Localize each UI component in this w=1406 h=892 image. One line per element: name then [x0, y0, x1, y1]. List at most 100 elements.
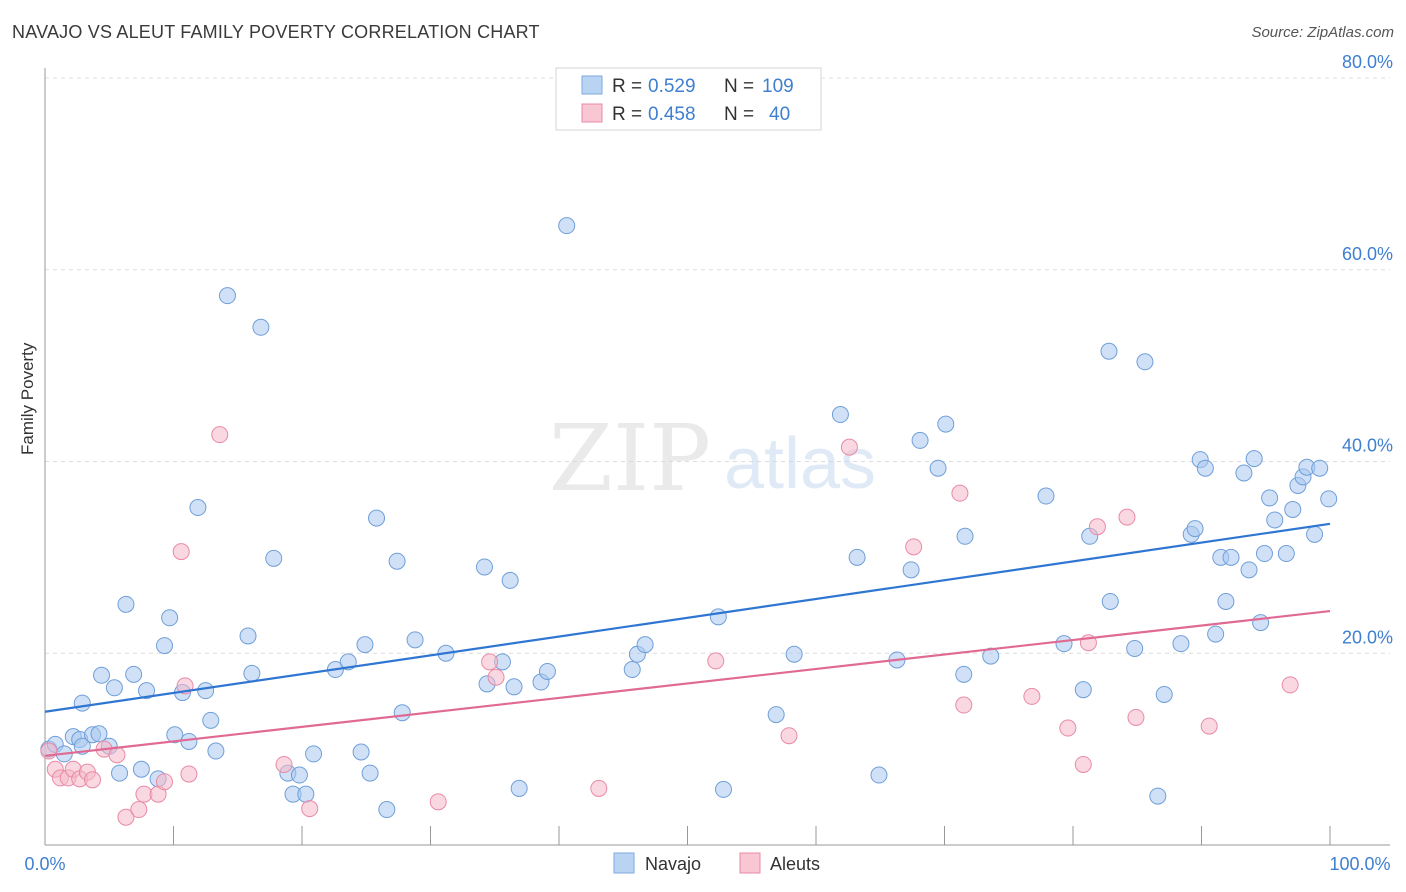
navajo-point[interactable]	[117, 595, 135, 613]
aleut-point[interactable]	[180, 765, 198, 783]
navajo-point[interactable]	[1235, 464, 1253, 482]
navajo-point[interactable]	[105, 679, 123, 697]
navajo-point[interactable]	[636, 636, 654, 654]
navajo-point[interactable]	[505, 678, 523, 696]
navajo-point[interactable]	[1101, 592, 1119, 610]
aleut-point[interactable]	[951, 484, 969, 502]
navajo-point[interactable]	[929, 459, 947, 477]
navajo-point[interactable]	[956, 527, 974, 545]
navajo-point[interactable]	[297, 785, 315, 803]
navajo-point[interactable]	[501, 571, 519, 589]
navajo-point[interactable]	[161, 609, 179, 627]
navajo-point[interactable]	[709, 608, 727, 626]
aleut-point[interactable]	[1023, 687, 1041, 705]
navajo-point[interactable]	[1217, 592, 1235, 610]
navajo-point[interactable]	[361, 764, 379, 782]
navajo-point[interactable]	[1266, 511, 1284, 529]
navajo-point[interactable]	[1277, 545, 1295, 563]
navajo-point[interactable]	[1261, 489, 1279, 507]
aleut-point[interactable]	[707, 652, 725, 670]
navajo-point[interactable]	[125, 665, 143, 683]
navajo-point[interactable]	[189, 499, 207, 517]
navajo-point[interactable]	[831, 406, 849, 424]
navajo-point[interactable]	[73, 694, 91, 712]
navajo-point[interactable]	[785, 645, 803, 663]
navajo-point[interactable]	[1037, 487, 1055, 505]
aleut-point[interactable]	[429, 793, 447, 811]
aleut-point[interactable]	[156, 773, 174, 791]
aleut-point[interactable]	[135, 785, 153, 803]
aleut-point[interactable]	[487, 668, 505, 686]
aleut-point[interactable]	[1281, 676, 1299, 694]
navajo-point[interactable]	[197, 682, 215, 700]
aleut-point[interactable]	[1200, 717, 1218, 735]
navajo-point[interactable]	[937, 415, 955, 433]
navajo-point[interactable]	[290, 766, 308, 784]
navajo-point[interactable]	[218, 287, 236, 305]
navajo-point[interactable]	[955, 665, 973, 683]
navajo-point[interactable]	[1240, 561, 1258, 579]
navajo-point[interactable]	[1207, 625, 1225, 643]
aleut-point[interactable]	[780, 727, 798, 745]
navajo-point[interactable]	[1155, 685, 1173, 703]
aleut-point[interactable]	[955, 696, 973, 714]
navajo-point[interactable]	[848, 548, 866, 566]
navajo-point[interactable]	[1311, 459, 1329, 477]
navajo-point[interactable]	[510, 779, 528, 797]
navajo-point[interactable]	[623, 661, 641, 679]
navajo-point[interactable]	[1074, 681, 1092, 699]
navajo-point[interactable]	[1126, 639, 1144, 657]
navajo-point[interactable]	[132, 760, 150, 778]
aleut-point[interactable]	[590, 779, 608, 797]
navajo-point[interactable]	[1252, 614, 1270, 632]
legend-aleut-label[interactable]: Aleuts	[770, 854, 820, 874]
aleut-point[interactable]	[840, 438, 858, 456]
navajo-point[interactable]	[911, 431, 929, 449]
navajo-point[interactable]	[356, 636, 374, 654]
navajo-point[interactable]	[1306, 525, 1324, 543]
aleut-point[interactable]	[275, 755, 293, 773]
aleut-point[interactable]	[1059, 719, 1077, 737]
navajo-point[interactable]	[378, 801, 396, 819]
navajo-point[interactable]	[111, 764, 129, 782]
navajo-point[interactable]	[1172, 635, 1190, 653]
navajo-point[interactable]	[138, 682, 156, 700]
aleut-point[interactable]	[1074, 755, 1092, 773]
aleut-point[interactable]	[301, 800, 319, 818]
aleut-point[interactable]	[211, 426, 229, 444]
aleut-point[interactable]	[84, 771, 102, 789]
navajo-point[interactable]	[393, 704, 411, 722]
navajo-point[interactable]	[368, 509, 386, 527]
navajo-point[interactable]	[558, 217, 576, 235]
navajo-point[interactable]	[1222, 548, 1240, 566]
navajo-point[interactable]	[207, 742, 225, 760]
navajo-point[interactable]	[406, 631, 424, 649]
navajo-point[interactable]	[352, 743, 370, 761]
navajo-point[interactable]	[1136, 353, 1154, 371]
navajo-point[interactable]	[1100, 342, 1118, 360]
navajo-point[interactable]	[1149, 787, 1167, 805]
navajo-point[interactable]	[1284, 500, 1302, 518]
navajo-point[interactable]	[475, 558, 493, 576]
navajo-point[interactable]	[1255, 545, 1273, 563]
aleut-point[interactable]	[117, 808, 135, 826]
navajo-point[interactable]	[982, 647, 1000, 665]
navajo-point[interactable]	[902, 561, 920, 579]
navajo-point[interactable]	[1196, 459, 1214, 477]
navajo-point[interactable]	[714, 780, 732, 798]
aleut-point[interactable]	[481, 653, 499, 671]
navajo-point[interactable]	[305, 745, 323, 763]
navajo-point[interactable]	[1186, 520, 1204, 538]
aleut-point[interactable]	[130, 801, 148, 819]
navajo-point[interactable]	[90, 725, 108, 743]
navajo-point[interactable]	[202, 711, 220, 729]
navajo-point[interactable]	[243, 664, 261, 682]
navajo-point[interactable]	[870, 766, 888, 784]
navajo-point[interactable]	[252, 318, 270, 336]
aleut-point[interactable]	[1127, 708, 1145, 726]
navajo-point[interactable]	[767, 706, 785, 724]
navajo-point[interactable]	[93, 666, 111, 684]
legend-navajo-label[interactable]: Navajo	[645, 854, 701, 874]
legend-aleut-swatch[interactable]	[739, 852, 761, 874]
navajo-point[interactable]	[265, 549, 283, 567]
